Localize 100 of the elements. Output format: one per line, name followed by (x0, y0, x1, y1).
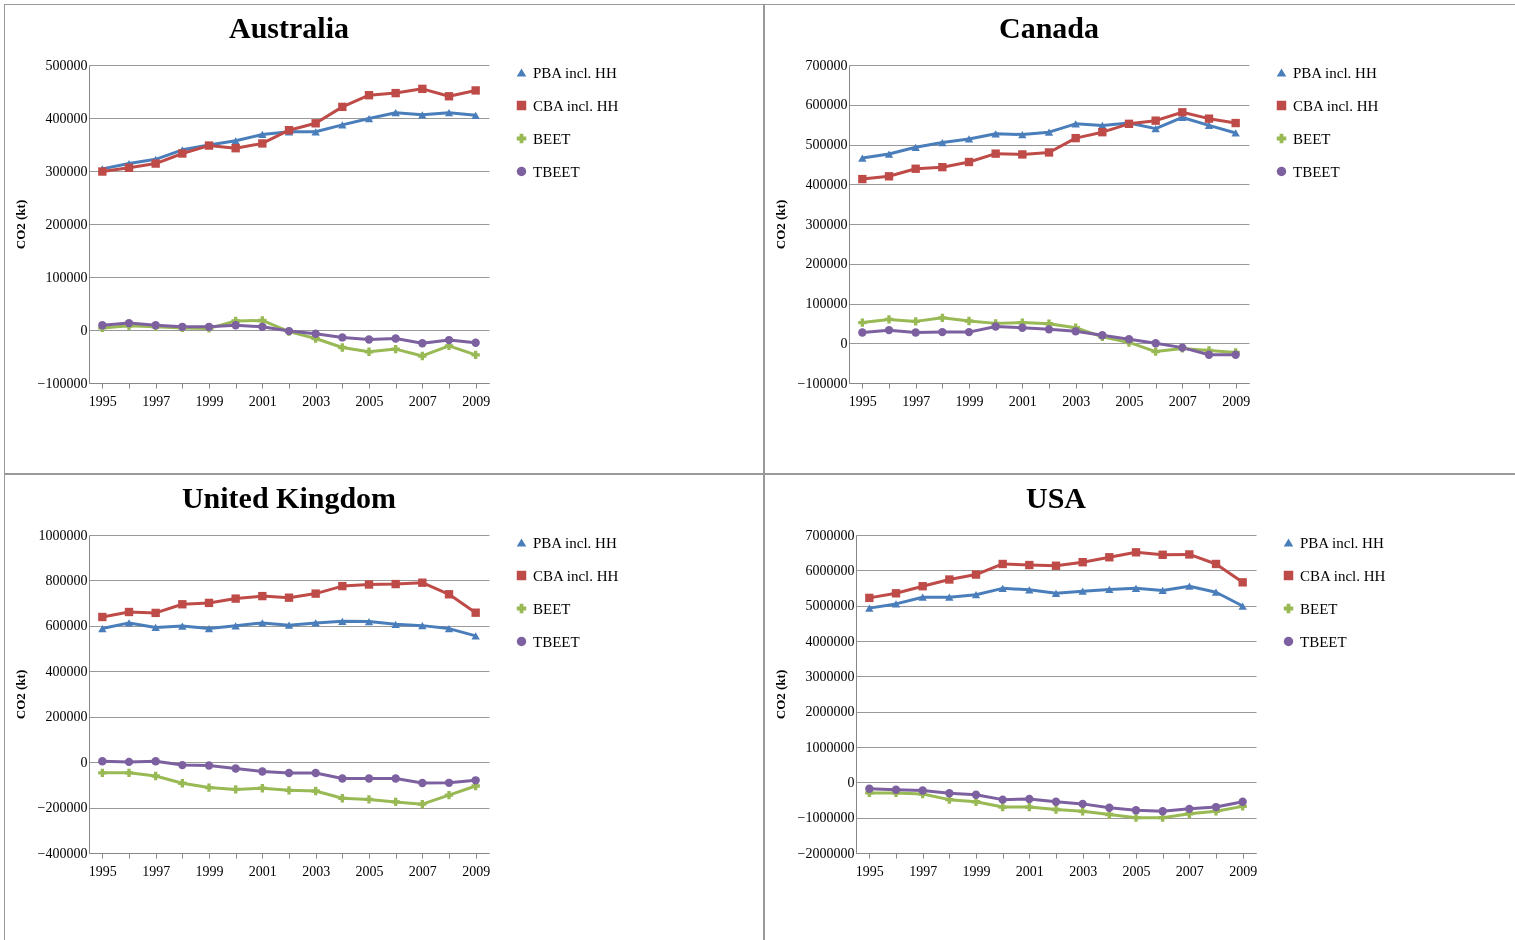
point (284, 768, 294, 778)
point (391, 797, 400, 807)
chart-title: United Kingdom (181, 481, 397, 514)
point (918, 786, 927, 795)
point (178, 779, 187, 788)
point (418, 778, 427, 788)
x-tick-label: 1995 (848, 393, 877, 409)
point (998, 559, 1007, 569)
y-tick-label: 100000 (45, 269, 88, 285)
point (1204, 350, 1214, 359)
point (1105, 803, 1114, 812)
point (945, 789, 954, 798)
point (471, 608, 480, 617)
chart-title: Canada (998, 11, 1100, 44)
point (858, 318, 867, 327)
x-tick-label: 2003 (302, 393, 331, 409)
point (364, 91, 374, 100)
point (1204, 121, 1214, 130)
y-tick-label: 200000 (45, 709, 88, 725)
point (1078, 799, 1087, 809)
point (391, 109, 400, 117)
point (1211, 588, 1221, 596)
point (258, 322, 267, 331)
x-tick-label: 1999 (962, 863, 991, 879)
y-tick-label: −200000 (37, 800, 88, 816)
point (471, 350, 480, 360)
point (418, 111, 427, 119)
point (391, 620, 400, 628)
point (1231, 129, 1240, 137)
point (284, 786, 294, 795)
y-tick-label: 6000000 (805, 562, 855, 578)
point (1025, 802, 1034, 812)
x-tick-label: 1997 (909, 863, 938, 879)
legend-label: BEET (533, 130, 571, 147)
point (1158, 550, 1167, 559)
x-tick-label: 1997 (142, 393, 171, 409)
point (231, 764, 240, 773)
point (1071, 133, 1080, 143)
point (1178, 108, 1187, 117)
x-tick-label: 1999 (195, 863, 224, 879)
point (891, 600, 901, 608)
x-tick-label: 2007 (408, 393, 437, 409)
x-tick-label: 2007 (1168, 393, 1197, 409)
point (418, 84, 427, 94)
point (1185, 582, 1194, 590)
point (444, 335, 454, 345)
point (391, 88, 400, 98)
point (258, 130, 267, 139)
point (1131, 548, 1141, 557)
y-tick-label: 400000 (45, 663, 88, 679)
point (911, 328, 920, 337)
point (1098, 127, 1107, 137)
point (918, 593, 927, 601)
point (858, 154, 867, 162)
point (938, 313, 947, 322)
point (444, 590, 454, 599)
x-tick-label: 2005 (355, 393, 384, 409)
point (1211, 802, 1221, 812)
y-tick-label: 800000 (45, 572, 88, 588)
point (1051, 589, 1061, 597)
legend-label: CBA incl. HH (1300, 567, 1386, 584)
x-tick-label: 1997 (142, 863, 171, 879)
legend-label: PBA incl. HH (1293, 64, 1377, 81)
point (1231, 118, 1240, 128)
legend-label: PBA incl. HH (533, 64, 617, 81)
point (364, 617, 374, 626)
point (471, 86, 480, 95)
y-tick-label: 400000 (805, 176, 848, 192)
point (364, 347, 374, 356)
point (1151, 124, 1160, 133)
x-tick-label: 1999 (195, 393, 224, 409)
point (1105, 585, 1114, 594)
point (258, 767, 267, 776)
y-tick-label: −100000 (37, 375, 88, 391)
x-tick-label: 1995 (855, 863, 884, 879)
point (858, 174, 867, 184)
point (945, 575, 954, 584)
point (471, 776, 480, 785)
point (1238, 602, 1247, 610)
point (284, 593, 294, 602)
y-tick-label: −1000000 (797, 810, 855, 826)
point (338, 343, 347, 352)
point (364, 795, 374, 804)
point (1238, 797, 1247, 806)
point (231, 137, 240, 145)
y-tick-label: 500000 (805, 137, 848, 152)
y-tick-label: 2000000 (805, 704, 855, 720)
point (364, 774, 374, 783)
x-tick-label: 2003 (1062, 393, 1091, 409)
point (1105, 553, 1114, 562)
point (391, 579, 400, 589)
y-tick-label: −100000 (797, 375, 848, 391)
point (991, 149, 1000, 158)
point (124, 607, 134, 617)
y-tick-label: 100000 (805, 296, 848, 311)
point (151, 608, 160, 618)
legend-label: PBA incl. HH (1300, 534, 1384, 551)
y-tick-label: 200000 (805, 256, 848, 272)
point (998, 795, 1007, 804)
y-tick-label: 1000000 (805, 739, 855, 755)
